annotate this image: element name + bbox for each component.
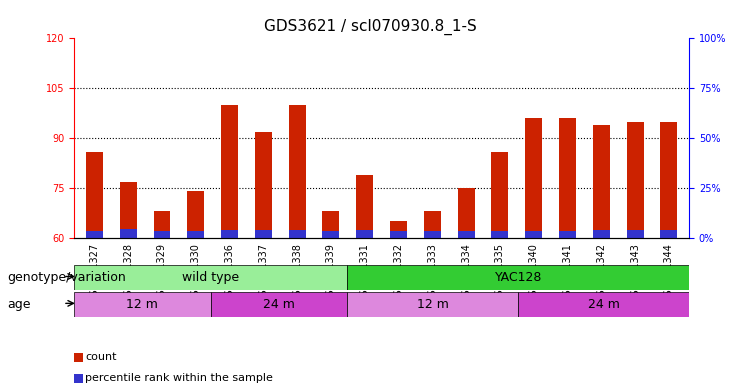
Text: percentile rank within the sample: percentile rank within the sample <box>85 373 273 383</box>
Text: count: count <box>85 352 117 362</box>
Bar <box>660 122 677 238</box>
Text: age: age <box>7 298 31 311</box>
Bar <box>593 125 610 238</box>
Bar <box>153 212 170 238</box>
Bar <box>348 265 689 290</box>
Text: 24 m: 24 m <box>263 298 295 311</box>
Bar <box>187 230 205 238</box>
Bar <box>518 292 689 317</box>
Bar <box>627 122 643 238</box>
Text: 12 m: 12 m <box>417 298 449 311</box>
Bar <box>74 265 348 290</box>
Text: 12 m: 12 m <box>127 298 159 311</box>
Bar <box>458 188 474 238</box>
Bar <box>255 230 272 238</box>
Bar <box>221 105 238 238</box>
Bar <box>289 105 305 238</box>
Bar <box>289 230 305 238</box>
Bar <box>660 230 677 238</box>
Bar <box>390 231 407 238</box>
Bar <box>627 230 643 238</box>
Bar <box>210 292 348 317</box>
Bar <box>348 292 518 317</box>
Text: YAC128: YAC128 <box>494 271 542 284</box>
Text: 24 m: 24 m <box>588 298 619 311</box>
Bar <box>458 231 474 238</box>
Bar <box>120 182 136 238</box>
Bar <box>356 230 373 238</box>
Bar <box>86 230 103 238</box>
Bar <box>424 212 441 238</box>
Text: GDS3621 / scl070930.8_1-S: GDS3621 / scl070930.8_1-S <box>264 19 477 35</box>
Bar <box>525 118 542 238</box>
Bar <box>491 230 508 238</box>
Bar <box>153 231 170 238</box>
Bar <box>86 152 103 238</box>
Bar <box>74 292 210 317</box>
Bar <box>255 132 272 238</box>
Text: wild type: wild type <box>182 271 239 284</box>
Bar <box>120 229 136 238</box>
Bar <box>322 212 339 238</box>
Bar <box>559 118 576 238</box>
Text: genotype/variation: genotype/variation <box>7 271 126 284</box>
Bar <box>322 230 339 238</box>
Bar <box>525 230 542 238</box>
Bar <box>187 192 205 238</box>
Bar <box>491 152 508 238</box>
Bar <box>221 230 238 238</box>
Bar <box>390 222 407 238</box>
Bar <box>356 175 373 238</box>
Bar <box>424 230 441 238</box>
Bar <box>593 230 610 238</box>
Bar <box>559 230 576 238</box>
